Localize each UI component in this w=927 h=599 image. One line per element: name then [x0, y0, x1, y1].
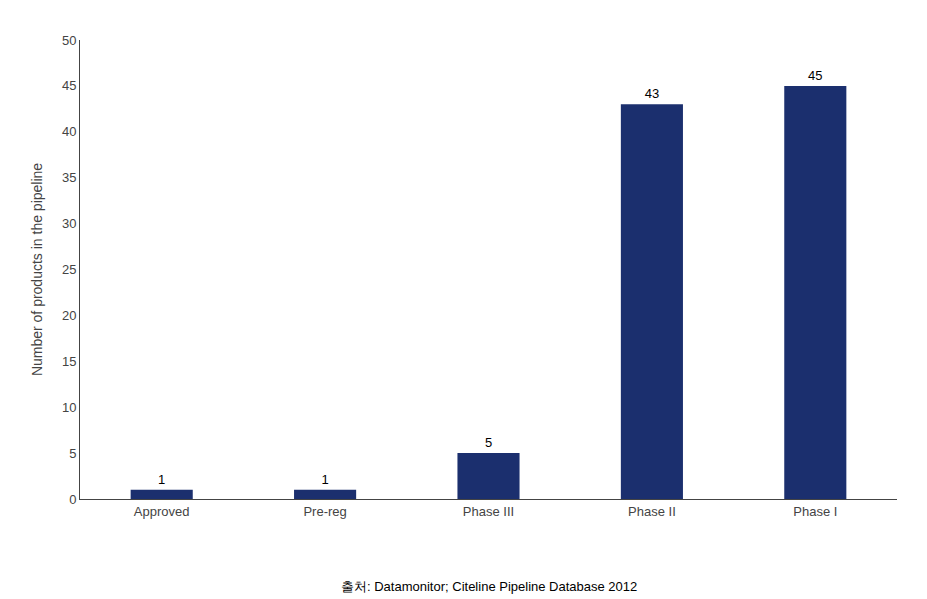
svg-text:20: 20 [62, 308, 76, 323]
svg-text:출처: Datamonitor; Citeline Pipe: 출처: Datamonitor; Citeline Pipeline Datab… [341, 579, 637, 594]
svg-text:43: 43 [645, 86, 659, 101]
svg-text:5: 5 [69, 446, 76, 461]
svg-text:25: 25 [62, 262, 76, 277]
svg-text:Phase II: Phase II [628, 504, 676, 519]
svg-text:Phase I: Phase I [793, 504, 837, 519]
svg-text:40: 40 [62, 124, 76, 139]
svg-text:35: 35 [62, 170, 76, 185]
svg-text:45: 45 [62, 78, 76, 93]
svg-text:1: 1 [158, 472, 165, 487]
svg-text:1: 1 [321, 472, 328, 487]
svg-text:10: 10 [62, 400, 76, 415]
svg-text:Pre-reg: Pre-reg [303, 504, 346, 519]
svg-text:50: 50 [62, 33, 76, 48]
svg-text:Number of products in the pipe: Number of products in the pipeline [29, 163, 45, 376]
svg-text:0: 0 [69, 492, 76, 507]
svg-text:15: 15 [62, 354, 76, 369]
svg-text:Approved: Approved [134, 504, 190, 519]
svg-text:30: 30 [62, 216, 76, 231]
svg-text:Phase III: Phase III [463, 504, 514, 519]
svg-text:45: 45 [808, 68, 822, 83]
svg-text:5: 5 [485, 435, 492, 450]
